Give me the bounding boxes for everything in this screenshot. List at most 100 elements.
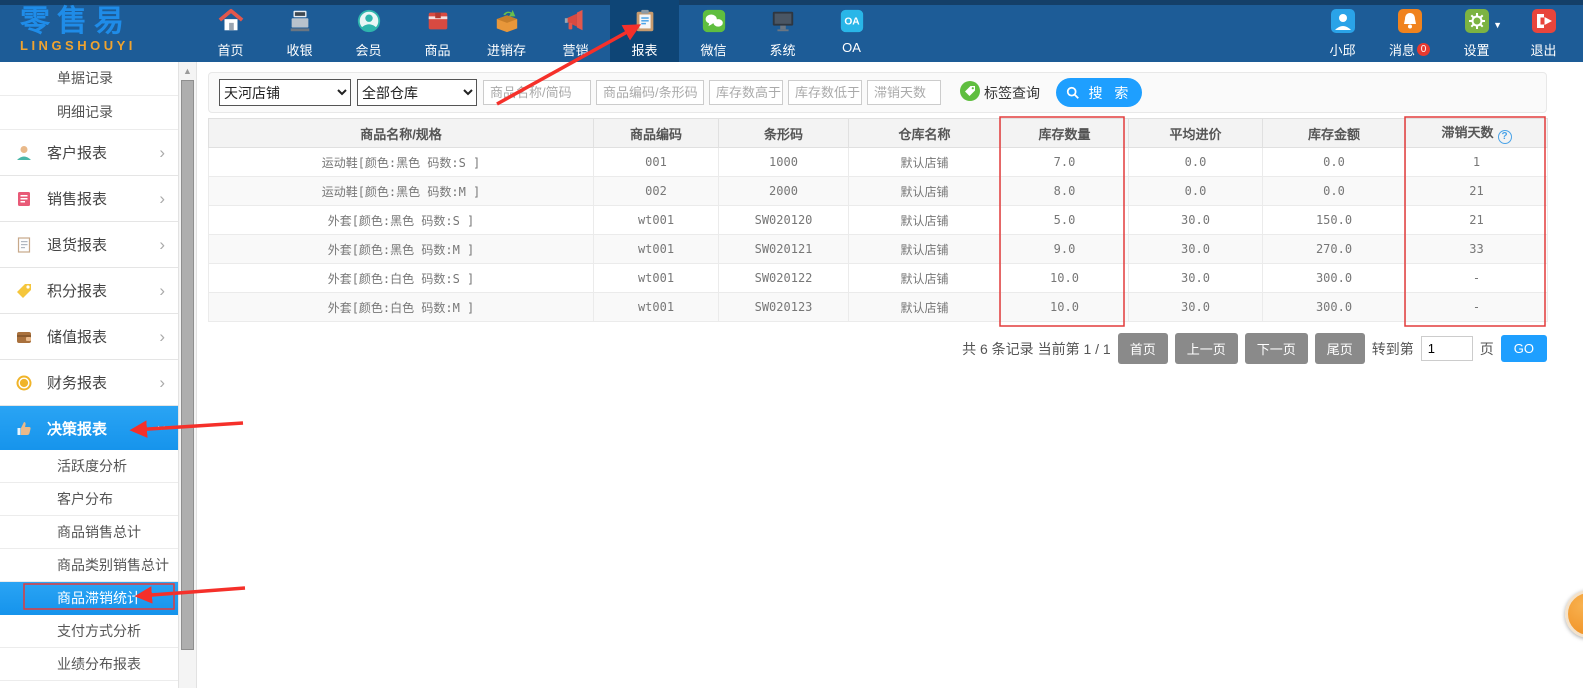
nav-tab-label: 商品 bbox=[424, 43, 451, 58]
messages-menu[interactable]: 消息 0 bbox=[1376, 0, 1443, 62]
table-cell: 30.0 bbox=[1128, 263, 1263, 293]
warehouse-select[interactable]: 全部仓库 bbox=[357, 79, 477, 106]
table-header-row: 商品名称/规格 商品编码 条形码 仓库名称 库存数量 平均进价 库存金额 滞销天数? bbox=[208, 118, 1548, 148]
customer-icon bbox=[15, 144, 33, 162]
sidebar-group-sales-reports[interactable]: 销售报表 › bbox=[0, 176, 178, 222]
sidebar-group-returns-reports[interactable]: 退货报表 › bbox=[0, 222, 178, 268]
goods-code-input[interactable] bbox=[596, 80, 704, 105]
nav-tab-label: 系统 bbox=[769, 43, 796, 58]
settings-menu[interactable]: ▼ 设置 bbox=[1443, 0, 1510, 62]
table-cell: wt001 bbox=[593, 263, 719, 293]
sidebar-item-detail-records[interactable]: 明细记录 bbox=[0, 96, 178, 130]
sidebar-item-customer-distribution[interactable]: 客户分布 bbox=[0, 483, 178, 516]
nav-tab-cashier[interactable]: 收银 bbox=[265, 0, 334, 62]
inventory-box-icon bbox=[494, 8, 520, 37]
scroll-up-arrow-icon[interactable]: ▲ bbox=[183, 66, 192, 76]
sidebar-group-points-reports[interactable]: 积分报表 › bbox=[0, 268, 178, 314]
sidebar-item-payment-analysis[interactable]: 支付方式分析 bbox=[0, 615, 178, 648]
pagination: 共 6 条记录 当前第 1 / 1 首页 上一页 下一页 尾页 转到第 页 GO bbox=[208, 333, 1547, 364]
main-nav: 首页 收银 会员 商品 进销存 营销 报表 微信 bbox=[196, 0, 886, 62]
help-icon[interactable]: ? bbox=[1497, 129, 1512, 144]
sidebar-item-goods-sales-total[interactable]: 商品销售总计 bbox=[0, 516, 178, 549]
nav-tab-label: 微信 bbox=[700, 43, 727, 58]
megaphone-icon bbox=[563, 8, 589, 37]
column-header-1: 商品名称/规格 bbox=[208, 118, 594, 148]
bell-icon bbox=[1397, 9, 1422, 36]
store-select[interactable]: 天河店铺 bbox=[219, 79, 351, 106]
search-button[interactable]: 搜 索 bbox=[1056, 78, 1142, 107]
nav-tab-member[interactable]: 会员 bbox=[334, 0, 403, 62]
table-row: 外套[颜色:黑色 码数:S ] wt001 SW020120 默认店铺 5.0 30.0 1… bbox=[208, 205, 1548, 235]
tag-query-button[interactable]: 标签查询 bbox=[960, 81, 1040, 104]
topbar: 零售易 LINGSHOUYI 首页 收银 会员 商品 进销存 营销 bbox=[0, 0, 1583, 62]
table-cell: 默认店铺 bbox=[848, 292, 1001, 322]
table-cell: 21 bbox=[1405, 205, 1548, 235]
nav-tab-label: 首页 bbox=[217, 43, 244, 58]
chevron-right-icon: › bbox=[159, 142, 165, 162]
nav-tab-home[interactable]: 首页 bbox=[196, 0, 265, 62]
table-cell: 外套[颜色:白色 码数:S ] bbox=[208, 263, 594, 293]
table-cell: 10.0 bbox=[1000, 292, 1129, 322]
nav-tab-inventory[interactable]: 进销存 bbox=[472, 0, 541, 62]
table-cell: 9.0 bbox=[1000, 234, 1129, 264]
chevron-down-icon: › bbox=[153, 425, 173, 431]
nav-tab-system[interactable]: 系统 bbox=[748, 0, 817, 62]
prev-page-button[interactable]: 上一页 bbox=[1174, 333, 1238, 364]
sidebar-group-customer-reports[interactable]: 客户报表 › bbox=[0, 130, 178, 176]
chevron-down-icon: ▼ bbox=[1493, 20, 1502, 30]
home-icon bbox=[218, 8, 244, 37]
goto-page-input[interactable] bbox=[1420, 336, 1473, 361]
table-cell: 10.0 bbox=[1000, 263, 1129, 293]
first-page-button[interactable]: 首页 bbox=[1117, 333, 1168, 364]
table-cell: SW020121 bbox=[718, 234, 849, 264]
column-header-3: 条形码 bbox=[718, 118, 849, 148]
chevron-right-icon: › bbox=[159, 372, 165, 392]
sidebar-group-finance-reports[interactable]: 财务报表 › bbox=[0, 360, 178, 406]
goods-icon bbox=[425, 8, 451, 37]
scrollbar-thumb[interactable] bbox=[181, 80, 194, 650]
sidebar-item-activity-analysis[interactable]: 活跃度分析 bbox=[0, 450, 178, 483]
sidebar-item-category-sales-total[interactable]: 商品类别销售总计 bbox=[0, 549, 178, 582]
table-cell: 2000 bbox=[718, 176, 849, 206]
unsalable-days-input[interactable] bbox=[867, 80, 941, 105]
table-cell: 8.0 bbox=[1000, 176, 1129, 206]
logout-button[interactable]: 退出 bbox=[1510, 0, 1577, 62]
nav-tab-marketing[interactable]: 营销 bbox=[541, 0, 610, 62]
table-cell: wt001 bbox=[593, 292, 719, 322]
sidebar-item-unsalable-stats[interactable]: 商品滞销统计 bbox=[0, 582, 178, 615]
nav-tab-goods[interactable]: 商品 bbox=[403, 0, 472, 62]
table-row: 外套[颜色:白色 码数:S ] wt001 SW020122 默认店铺 10.0 30.0… bbox=[208, 263, 1548, 293]
stock-below-input[interactable] bbox=[788, 80, 862, 105]
nav-tab-reports[interactable]: 报表 bbox=[610, 0, 679, 62]
sidebar-group-stored-value-reports[interactable]: 储值报表 › bbox=[0, 314, 178, 360]
table-cell: wt001 bbox=[593, 205, 719, 235]
table-row: 运动鞋[颜色:黑色 码数:M ] 002 2000 默认店铺 8.0 0.0 0.0 21 bbox=[208, 176, 1548, 206]
nav-tab-label: 营销 bbox=[562, 43, 589, 58]
logout-icon bbox=[1531, 9, 1556, 36]
last-page-button[interactable]: 尾页 bbox=[1314, 333, 1365, 364]
column-header-8: 滞销天数? bbox=[1405, 118, 1548, 148]
user-menu[interactable]: 小邱 bbox=[1309, 0, 1376, 62]
sidebar-group-label: 销售报表 bbox=[47, 191, 108, 208]
search-label: 搜 索 bbox=[1088, 84, 1133, 101]
go-button[interactable]: GO bbox=[1500, 335, 1547, 362]
column-header-2: 商品编码 bbox=[593, 118, 719, 148]
nav-tab-oa[interactable]: OA OA bbox=[817, 0, 886, 62]
next-page-button[interactable]: 下一页 bbox=[1244, 333, 1308, 364]
sidebar-scrollbar[interactable]: ▲ bbox=[178, 62, 197, 688]
report-clipboard-icon bbox=[632, 8, 658, 37]
logout-label: 退出 bbox=[1530, 43, 1557, 58]
sidebar-item-doc-records[interactable]: 单据记录 bbox=[0, 62, 178, 96]
chevron-right-icon: › bbox=[159, 234, 165, 254]
sidebar-item-performance-report[interactable]: 业绩分布报表 bbox=[0, 648, 178, 681]
stock-above-input[interactable] bbox=[709, 80, 783, 105]
sidebar-group-decision-reports[interactable]: 决策报表 › bbox=[0, 406, 178, 450]
oa-icon: OA bbox=[839, 8, 865, 37]
monitor-icon bbox=[770, 8, 796, 37]
nav-tab-wechat[interactable]: 微信 bbox=[679, 0, 748, 62]
goods-name-input[interactable] bbox=[483, 80, 591, 105]
nav-tab-label: 进销存 bbox=[486, 43, 526, 58]
table-cell: - bbox=[1405, 263, 1548, 293]
topbar-user-area: 小邱 消息 0 ▼ 设置 退出 bbox=[1309, 0, 1577, 62]
table-cell: SW020123 bbox=[718, 292, 849, 322]
